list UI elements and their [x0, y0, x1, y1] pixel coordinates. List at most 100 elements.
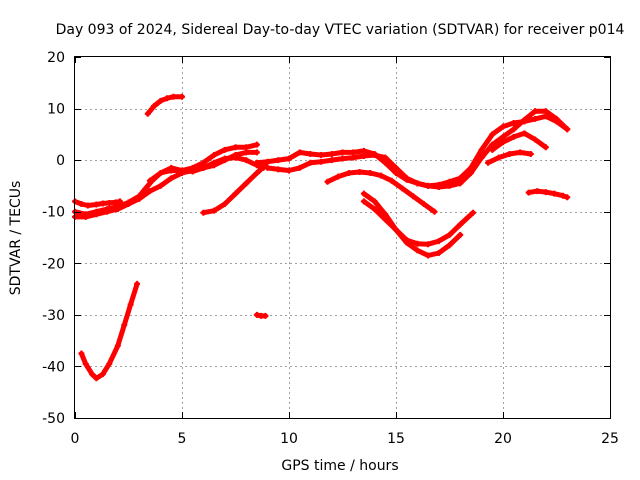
data-point — [164, 95, 171, 102]
data-point — [414, 180, 421, 187]
data-point — [371, 151, 378, 158]
data-point — [350, 154, 357, 161]
data-point — [93, 375, 100, 382]
data-point — [99, 200, 106, 207]
data-point — [553, 115, 560, 122]
data-point — [382, 154, 389, 161]
data-point — [360, 153, 367, 160]
data-point — [264, 158, 271, 165]
y-axis-label: SDTVAR / TECUs — [8, 181, 24, 296]
data-point — [360, 198, 367, 205]
data-point — [414, 240, 421, 247]
plot-frame — [74, 56, 611, 419]
chart-title: Day 093 of 2024, Sidereal Day-to-day VTE… — [56, 22, 625, 38]
data-point — [393, 226, 399, 233]
y-tick-label: -20 — [42, 256, 65, 272]
data-point — [339, 155, 346, 162]
data-point — [151, 102, 158, 109]
data-point — [371, 206, 378, 213]
data-point — [328, 150, 335, 157]
data-point — [446, 182, 453, 189]
data-point — [127, 301, 134, 308]
data-point — [339, 149, 346, 156]
data-series-s6 — [78, 281, 140, 381]
y-tick-label: 20 — [47, 50, 65, 66]
data-point — [356, 169, 363, 176]
data-point — [112, 199, 119, 206]
data-point — [420, 200, 427, 207]
data-point — [564, 194, 571, 201]
data-point — [82, 211, 89, 218]
data-point — [328, 157, 335, 164]
data-point — [431, 208, 438, 215]
data-series-s2 — [72, 149, 260, 220]
data-point — [78, 350, 85, 357]
data-point — [296, 149, 303, 156]
y-tick-label: 0 — [56, 153, 65, 169]
data-point — [253, 159, 260, 166]
data-point — [253, 141, 260, 148]
data-point — [532, 108, 539, 115]
y-tick-label: -50 — [42, 411, 65, 427]
data-point — [489, 131, 496, 138]
data-point — [243, 180, 250, 187]
data-point — [435, 249, 442, 256]
data-point — [517, 149, 524, 156]
data-point — [542, 144, 549, 151]
x-tick-label: 10 — [280, 431, 298, 447]
data-point — [168, 175, 175, 182]
data-point — [350, 149, 357, 156]
data-point — [200, 209, 207, 216]
y-tick-label: -40 — [42, 359, 65, 375]
data-point — [446, 231, 453, 238]
data-point — [286, 155, 292, 162]
data-point — [542, 189, 549, 196]
data-point — [360, 147, 367, 154]
data-point — [142, 185, 149, 192]
data-point — [335, 173, 342, 180]
data-point — [275, 157, 282, 164]
data-point — [500, 139, 506, 146]
data-point — [457, 180, 464, 187]
data-point — [221, 155, 228, 162]
data-point — [89, 371, 96, 378]
data-point — [144, 110, 151, 117]
y-tick-label: 10 — [47, 102, 65, 118]
x-tick-label: 0 — [71, 431, 80, 447]
data-point — [170, 93, 177, 100]
data-point — [307, 150, 314, 157]
data-point — [232, 154, 239, 161]
data-point — [189, 164, 196, 171]
data-point — [345, 170, 352, 177]
x-tick-label: 20 — [494, 431, 512, 447]
data-point — [286, 167, 292, 174]
x-axis-label: GPS time / hours — [281, 458, 398, 474]
data-point — [307, 159, 314, 166]
data-point — [500, 123, 506, 130]
data-point — [534, 188, 541, 195]
data-point — [93, 201, 100, 208]
data-point — [243, 149, 250, 156]
data-point — [221, 200, 228, 207]
data-series-s14 — [489, 130, 549, 153]
data-point — [84, 202, 91, 209]
data-point — [467, 170, 474, 177]
data-point — [179, 167, 185, 174]
grid-lines — [75, 57, 610, 418]
data-point — [136, 193, 143, 200]
data-point — [532, 136, 539, 143]
data-point — [121, 322, 128, 329]
data-point — [551, 190, 558, 197]
data-point — [146, 188, 153, 195]
data-point — [510, 120, 517, 127]
data-point — [104, 206, 111, 213]
data-point — [525, 189, 532, 196]
data-point — [221, 146, 228, 153]
data-point — [527, 150, 534, 157]
data-point — [157, 182, 164, 189]
data-point — [125, 199, 132, 206]
data-point — [82, 360, 89, 367]
data-point — [253, 149, 260, 156]
x-tick-label: 25 — [601, 431, 619, 447]
data-point — [262, 312, 269, 319]
